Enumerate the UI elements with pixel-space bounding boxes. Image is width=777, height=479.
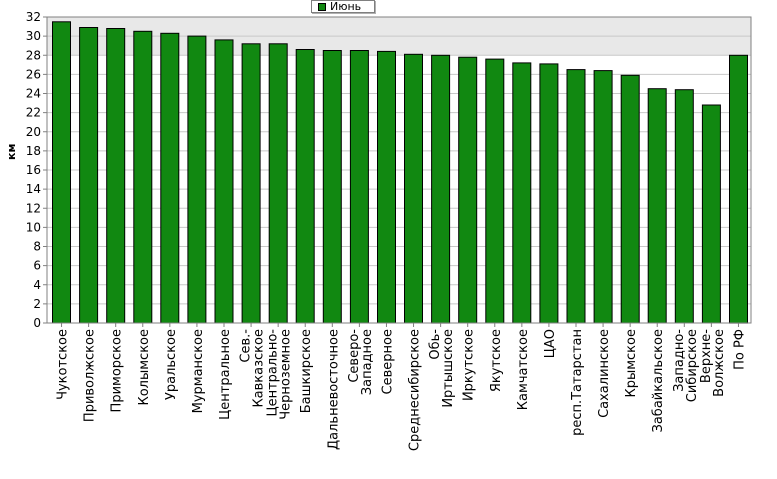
x-tick-label: респ.Татарстан	[570, 329, 585, 436]
x-tick-label: Черноземное	[279, 329, 294, 420]
bar	[160, 32, 180, 324]
bar	[458, 56, 478, 324]
x-tick-label: Иркутское	[462, 329, 477, 401]
bar	[187, 35, 207, 324]
x-tick-label: Мурманское	[191, 329, 206, 413]
x-tick-label: Крымское	[624, 329, 639, 398]
bar	[349, 50, 369, 324]
bar	[647, 88, 667, 324]
x-tick-label: Центральное	[218, 329, 233, 420]
x-tick-label: Сахалинское	[597, 329, 612, 418]
y-tick-label: 4	[33, 278, 41, 292]
x-tick-label: По РФ	[732, 329, 747, 370]
y-tick-label: 22	[26, 106, 41, 120]
y-tick-label: 14	[26, 182, 41, 196]
bar	[241, 43, 261, 324]
bar	[701, 104, 721, 324]
legend-label: Июнь	[330, 0, 362, 13]
x-tick-label: Дальневосточное	[326, 329, 341, 450]
legend-swatch	[318, 3, 326, 11]
y-tick-label: 28	[26, 48, 41, 62]
x-tick-label: Якутское	[489, 329, 504, 392]
bars	[52, 21, 748, 324]
x-tick-label: Обь-	[428, 329, 443, 360]
bar	[322, 50, 342, 324]
bar	[485, 58, 505, 324]
x-tick-label: Северо-	[347, 329, 362, 383]
y-tick-label: 18	[26, 144, 41, 158]
x-tick-label: ЦАО	[543, 329, 558, 358]
plot-area-border	[46, 16, 752, 324]
bar	[674, 89, 694, 324]
y-tick-label: 20	[26, 125, 41, 139]
bar	[431, 54, 451, 324]
y-tick-label: 0	[33, 316, 41, 330]
bar	[729, 54, 748, 324]
bar	[295, 49, 315, 324]
bar	[214, 39, 234, 324]
x-tick-label: Сев.-	[239, 329, 254, 363]
bar	[377, 50, 396, 324]
y-tick-label: 24	[26, 87, 41, 101]
y-tick-label: 16	[26, 163, 41, 177]
bar	[79, 27, 99, 324]
bar	[620, 74, 640, 324]
y-tick-label: 32	[26, 10, 41, 24]
x-tick-label: Забайкальское	[651, 329, 666, 432]
y-tick-label: 8	[33, 240, 41, 254]
x-tick-label: Башкирское	[299, 329, 314, 413]
bar	[133, 30, 153, 324]
bar	[512, 62, 532, 324]
y-tick-label: 26	[26, 67, 41, 81]
y-tick-label: 10	[26, 220, 41, 234]
bar	[539, 63, 559, 324]
legend: Июнь	[311, 0, 375, 13]
bar	[593, 70, 613, 324]
x-tick-label: Среднесибирское	[408, 329, 423, 451]
y-tick-label: 6	[33, 259, 41, 273]
y-tick-label: 30	[26, 29, 41, 43]
bar	[106, 28, 126, 324]
y-tick-label: 12	[26, 201, 41, 215]
bar	[268, 43, 288, 324]
x-tick-label: Северное	[380, 329, 395, 394]
x-axis-labels: Чукотское Приволжское Приморское Колымское У…	[56, 323, 747, 451]
y-tick-label: 2	[33, 297, 41, 311]
x-tick-label: Уральское	[164, 329, 179, 400]
x-tick-label: Приморское	[110, 329, 125, 412]
x-tick-label: Западное	[360, 329, 375, 395]
x-tick-label: Западно-	[672, 329, 687, 392]
x-tick-label: Иртышское	[441, 329, 456, 408]
x-tick-label: Чукотское	[56, 329, 71, 400]
bar	[52, 21, 71, 324]
bar	[404, 53, 423, 324]
x-tick-label: Сибирское	[685, 329, 700, 402]
x-tick-label: Колымское	[137, 329, 152, 406]
x-tick-label: Волжское	[712, 329, 727, 397]
bar	[566, 69, 586, 324]
x-tick-label: Центрально-	[266, 329, 281, 417]
x-tick-label: Кавказское	[252, 329, 267, 408]
y-axis-label: км	[5, 143, 18, 160]
x-tick-label: Приволжское	[83, 329, 98, 422]
x-tick-label: Верхне-	[699, 329, 714, 383]
x-tick-label: Камчатское	[516, 329, 531, 410]
